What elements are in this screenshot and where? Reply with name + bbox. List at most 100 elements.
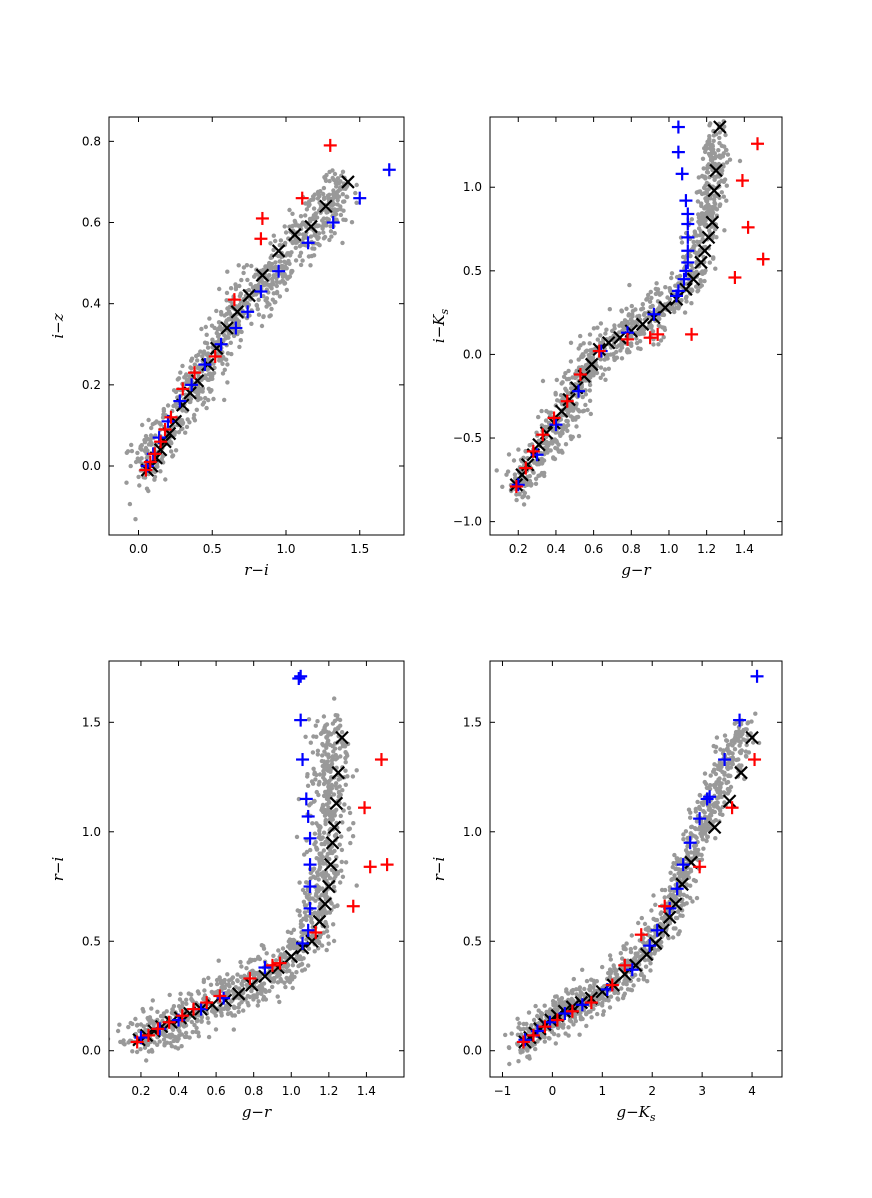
background-point [278,952,283,957]
series-red-plus [139,138,337,477]
background-point [263,298,268,303]
background-point [721,179,727,184]
background-point [146,1049,152,1054]
background-point [321,759,327,764]
background-point [672,852,677,858]
background-point [639,915,644,921]
background-point [183,1030,189,1036]
background-point [269,286,274,291]
y-tick-label: 0.5 [82,934,101,948]
background-point [291,945,296,951]
background-point [239,981,244,986]
background-point [326,873,331,878]
background-point [238,338,243,343]
background-point [250,957,255,963]
background-point [308,234,314,239]
x-tick-label: 0.0 [129,542,148,556]
background-point [324,812,329,817]
background-point [293,245,298,250]
background-point [645,296,650,301]
background-point [692,851,698,856]
background-point [347,810,353,816]
background-point [633,958,638,964]
background-point [315,189,321,195]
background-point [154,419,159,424]
background-point [150,422,155,427]
x-marker [325,835,340,850]
plus-marker [679,194,693,208]
background-point [297,913,302,918]
background-point [566,1033,571,1038]
plus-marker [676,858,690,872]
x-marker [258,969,272,984]
background-point [698,831,703,836]
background-point [175,1046,181,1051]
background-point [688,810,693,815]
background-point [264,264,269,269]
background-point [651,342,656,347]
background-point [353,190,358,196]
background-point [161,412,166,417]
background-point [668,306,674,312]
background-point [335,197,340,203]
background-point [334,855,339,860]
background-point [619,356,625,361]
background-point [128,463,133,469]
background-point [195,385,200,391]
background-point [133,517,138,522]
background-point [225,351,231,356]
background-point [695,289,700,294]
background-point [239,277,244,283]
background-point [256,999,261,1004]
background-point [152,477,157,482]
background-point [256,312,262,317]
background-point [320,802,326,808]
background-point [271,291,276,296]
plus-marker [154,435,168,449]
plus-marker [572,384,586,398]
plus-marker [658,899,672,913]
background-point [619,308,624,313]
background-point [520,495,525,500]
background-point [718,762,723,767]
plot-frame [489,116,783,536]
background-point [221,984,227,990]
plus-marker [326,216,340,230]
background-point [723,132,728,138]
background-point [304,224,309,229]
background-point [587,332,593,337]
x-tick-label: 0.5 [203,542,222,556]
x-tick-label: 0.2 [509,542,528,556]
background-point [696,175,701,180]
plus-marker [647,307,661,321]
background-point [544,408,549,414]
background-point [338,212,344,218]
plus-marker [296,753,310,767]
background-point [722,733,728,738]
y-tick-label: 1.0 [82,825,101,839]
background-point [189,992,194,997]
background-point [268,255,273,260]
background-point [732,747,738,752]
background-point [608,352,613,357]
background-point [535,1013,540,1019]
background-point [329,782,334,788]
background-point [343,750,348,755]
background-point [314,789,319,795]
background-point [604,327,609,332]
background-point [235,978,240,983]
background-point [217,975,222,980]
plus-marker [565,1004,579,1018]
background-point [321,861,326,866]
background-point [735,736,740,742]
background-point [719,190,724,195]
background-point [721,194,726,199]
background-point [313,723,318,728]
background-point [722,770,727,775]
background-point [662,887,668,893]
background-point [188,399,193,405]
background-point [712,801,717,806]
plus-marker [188,366,202,380]
plus-marker [573,367,587,381]
background-point [580,394,585,400]
